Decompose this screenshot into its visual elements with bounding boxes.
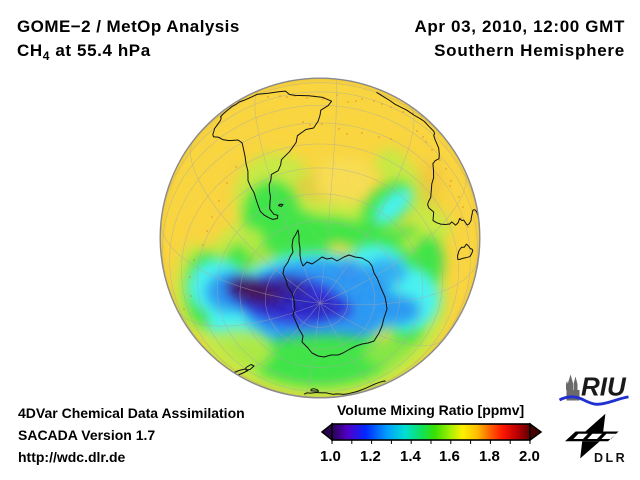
svg-text:RIU: RIU [581, 372, 627, 402]
svg-text:DLR: DLR [594, 451, 627, 465]
